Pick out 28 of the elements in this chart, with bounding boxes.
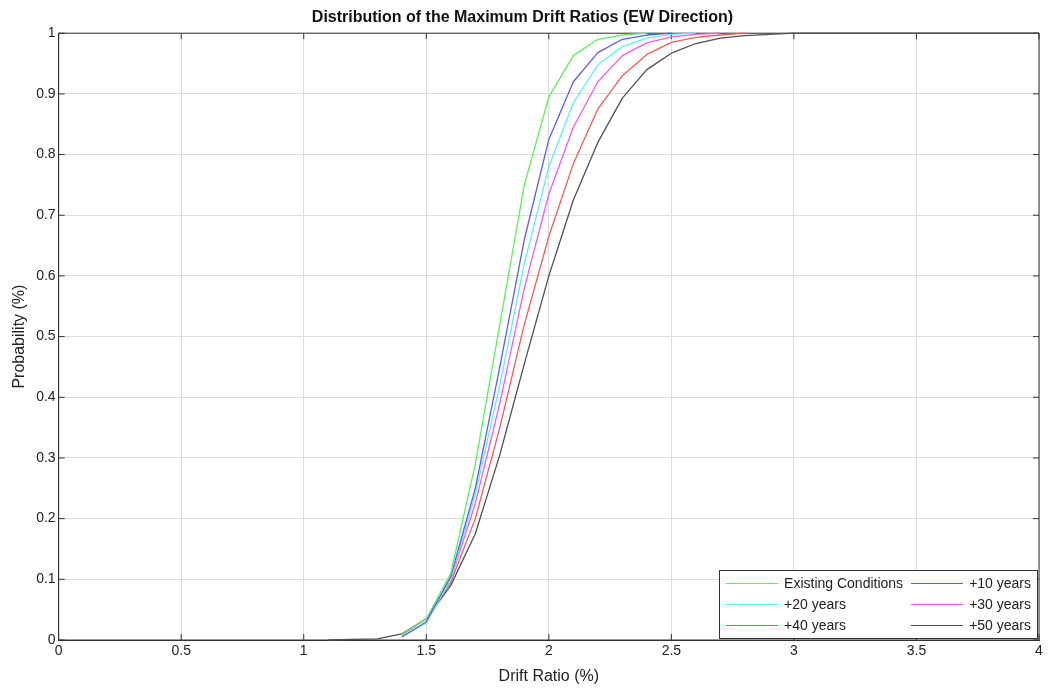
legend-label: Existing Conditions	[784, 574, 904, 593]
legend-label: +20 years	[784, 595, 846, 614]
x-tick-label: 2	[544, 642, 553, 659]
y-tick-label: 0.6	[36, 266, 56, 283]
y-axis-title: Probability (%)	[10, 284, 28, 389]
x-tick-label: 1	[299, 642, 308, 659]
legend-label: +50 years	[969, 616, 1031, 635]
y-tick-label: 0.8	[36, 145, 56, 162]
y-tick-label: 0.9	[36, 84, 56, 101]
x-axis-title: Drift Ratio (%)	[498, 666, 600, 684]
chart-title: Distribution of the Maximum Drift Ratios (EW Direction)	[311, 8, 734, 26]
legend-label: +40 years	[784, 616, 846, 635]
y-tick-label: 0.3	[36, 448, 56, 465]
x-tick-label: 2.5	[661, 642, 682, 659]
y-tick-label: 0.1	[36, 570, 56, 587]
x-tick-label: 1.5	[416, 642, 437, 659]
y-tick-label: 1	[47, 24, 56, 41]
y-tick-label: 0	[47, 630, 56, 647]
legend-label: +30 years	[969, 595, 1031, 614]
x-tick-label: 0.5	[171, 642, 192, 659]
y-tick-label: 0.2	[36, 509, 56, 526]
y-tick-label: 0.7	[36, 206, 56, 223]
y-tick-label: 0.5	[36, 327, 56, 344]
legend-label: +10 years	[969, 574, 1031, 593]
y-tick-label: 0.4	[36, 388, 56, 405]
x-tick-label: 3.5	[906, 642, 927, 659]
x-tick-label: 3	[790, 642, 799, 659]
x-tick-label: 4	[1035, 642, 1044, 659]
